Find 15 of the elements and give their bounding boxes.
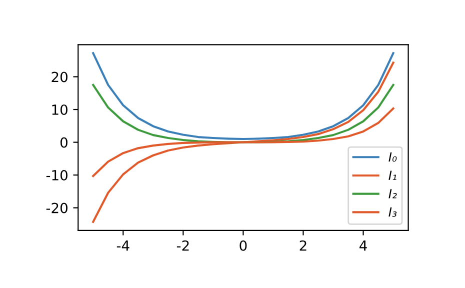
- legend-label: I₃: [388, 207, 397, 217]
- y-tick-label: -20: [46, 202, 68, 214]
- y-tick-label: 0: [60, 137, 68, 148]
- x-tick-label: -2: [176, 240, 189, 251]
- x-tick-label: 2: [300, 240, 306, 251]
- x-tick-label: 0: [240, 240, 247, 251]
- y-tick-label: 20: [52, 72, 68, 82]
- x-tick-label: 4: [360, 240, 367, 251]
- legend-label: I₁: [388, 170, 396, 180]
- legend-label: I₂: [388, 189, 397, 198]
- x-tick-label: -4: [116, 240, 130, 251]
- line-series: [92, 52, 394, 140]
- y-tick-label: -10: [46, 170, 68, 181]
- y-tick-label: 10: [52, 104, 68, 115]
- legend-label: I₀: [388, 152, 397, 162]
